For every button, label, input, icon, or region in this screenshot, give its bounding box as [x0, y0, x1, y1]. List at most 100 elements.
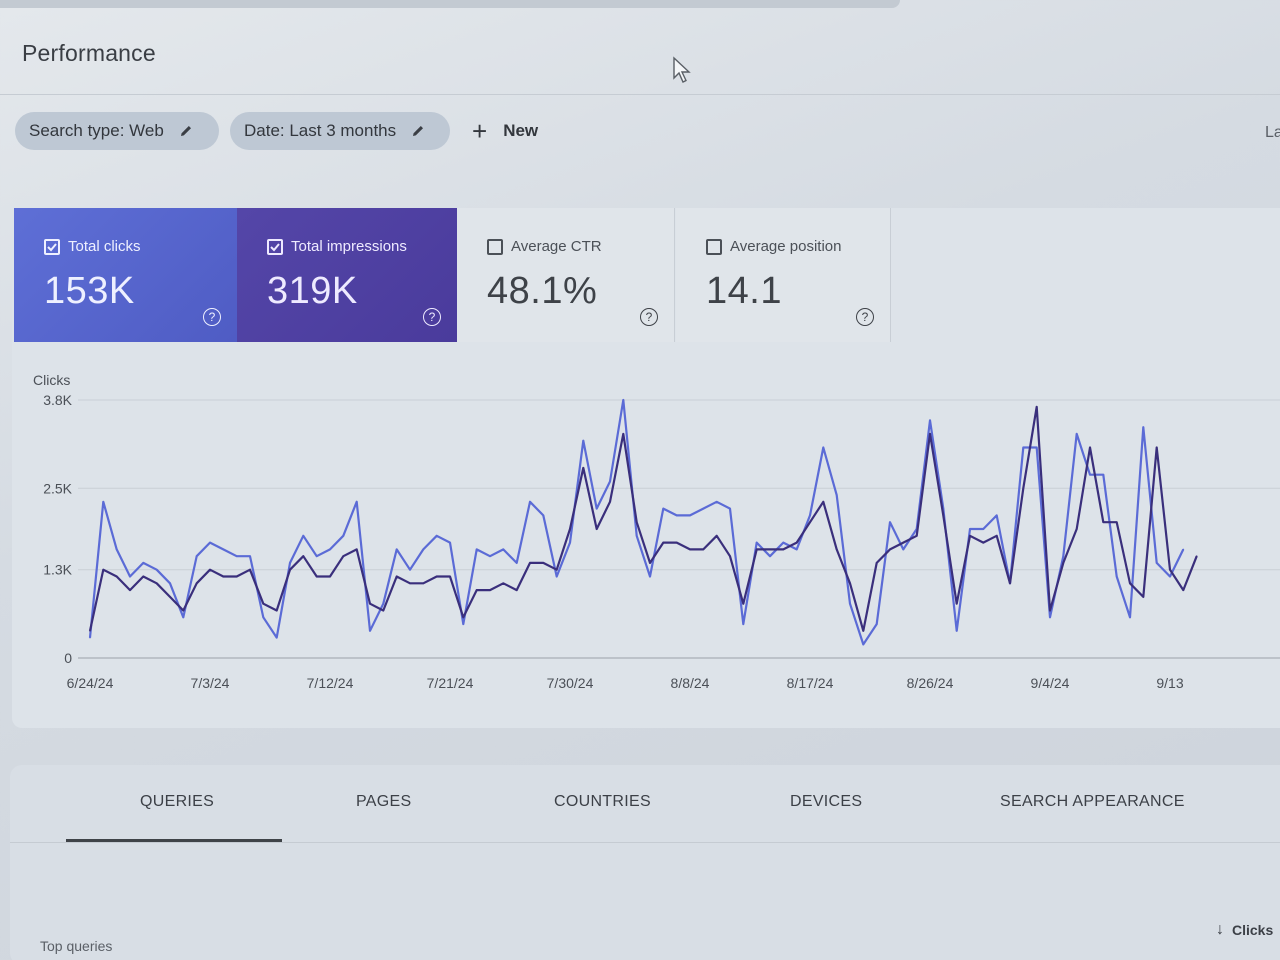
chart-data-point [969, 534, 971, 537]
chart-data-point [275, 609, 278, 612]
chart-data-point [462, 616, 465, 619]
chart-data-point [929, 433, 931, 435]
chart-data-point [689, 514, 691, 517]
chart-data-point [995, 514, 998, 517]
chart-data-point [942, 514, 945, 517]
total-impressions-card[interactable]: Total impressions 319K ? [237, 208, 457, 342]
chart-data-point [569, 528, 571, 530]
chart-data-point [195, 582, 198, 585]
performance-chart: Clicks 0 1.3K 2.5K 3.8K 6/24/24 7/3/24 7/12/24 7… [0, 360, 1280, 710]
chart-x-tick-label: 8/8/24 [671, 675, 710, 691]
checkbox-unchecked-icon[interactable] [487, 238, 503, 255]
help-icon[interactable]: ? [640, 308, 658, 326]
chart-data-point [782, 541, 785, 544]
chart-data-point [475, 589, 478, 591]
chart-data-point [622, 399, 625, 401]
chart-data-point [262, 616, 265, 619]
chart-data-point [475, 548, 478, 551]
tab-devices[interactable]: DEVICES [790, 793, 863, 810]
average-position-label: Average position [730, 238, 842, 255]
chart-data-point [1089, 446, 1091, 449]
date-filter-label: Date: Last 3 months [244, 121, 397, 140]
chart-data-point [742, 623, 745, 625]
chart-data-point [355, 548, 358, 551]
page-title: Performance [22, 40, 156, 66]
new-filter-label: New [503, 121, 539, 140]
chart-data-point [169, 582, 171, 585]
chart-x-tick-label: 9/4/24 [1031, 675, 1070, 691]
checkbox-checked-icon[interactable] [267, 238, 283, 255]
edit-pencil-icon [178, 123, 194, 139]
chart-data-point [209, 568, 211, 571]
search-type-filter-chip[interactable]: Search type: Web [15, 112, 219, 150]
chart-data-point [1035, 446, 1038, 449]
date-filter-chip[interactable]: Date: Last 3 months [230, 112, 450, 150]
chart-y-tick-label: 0 [64, 650, 72, 666]
chart-data-point [822, 446, 825, 449]
chart-data-point [809, 521, 811, 524]
mouse-cursor-icon [673, 56, 691, 83]
average-position-card[interactable]: Average position 14.1 ? [676, 208, 891, 342]
chart-data-point [1089, 473, 1091, 476]
chart-data-point [862, 630, 865, 632]
help-icon[interactable]: ? [423, 308, 441, 326]
chart-data-point [329, 548, 331, 551]
total-impressions-value: 319K [267, 270, 358, 312]
new-filter-button[interactable]: + New [472, 116, 538, 146]
chart-data-point [182, 609, 185, 612]
header-divider [0, 94, 1280, 95]
chart-data-point [115, 575, 118, 578]
chart-y-tick-label: 2.5K [43, 480, 72, 496]
chart-y-axis-title: Clicks [33, 372, 70, 388]
table-title: Top queries [40, 938, 113, 954]
chart-data-point [822, 501, 825, 503]
chart-x-tick-label: 7/12/24 [307, 675, 354, 691]
chart-data-point [755, 541, 758, 544]
tab-countries[interactable]: COUNTRIES [554, 793, 651, 810]
chart-data-point [595, 528, 598, 530]
total-clicks-label-row: Total clicks [44, 238, 141, 255]
tab-pages[interactable]: PAGES [356, 793, 412, 810]
chart-data-point [422, 548, 425, 551]
help-icon[interactable]: ? [203, 308, 221, 326]
chart-data-point [582, 439, 585, 442]
tab-search-appearance[interactable]: SEARCH APPEARANCE [1000, 793, 1185, 810]
chart-data-point [1035, 405, 1038, 408]
sort-clicks-header[interactable]: ↓ Clicks [1216, 921, 1273, 939]
chart-data-point [369, 602, 371, 605]
chart-data-point [355, 501, 358, 503]
chart-data-point [542, 514, 545, 517]
chart-data-point [129, 575, 131, 578]
total-clicks-card[interactable]: Total clicks 153K ? [14, 208, 237, 342]
chart-data-point [129, 589, 131, 591]
chart-data-point [875, 562, 878, 564]
chart-data-point [235, 575, 238, 578]
tab-queries[interactable]: QUERIES [140, 793, 215, 810]
chart-data-point [595, 507, 598, 510]
total-impressions-label-row: Total impressions [267, 238, 407, 255]
chart-data-point [715, 534, 718, 537]
total-impressions-label: Total impressions [291, 238, 407, 255]
chart-data-point [702, 507, 705, 510]
chart-data-point [115, 548, 118, 551]
chart-data-point [302, 534, 305, 537]
chart-data-point [795, 541, 798, 544]
chart-data-point [142, 575, 145, 578]
chart-data-point [89, 636, 91, 639]
average-ctr-card[interactable]: Average CTR 48.1% ? [457, 208, 675, 342]
chart-data-point [235, 555, 238, 557]
chart-x-tick-label: 7/30/24 [547, 675, 594, 691]
chart-data-point [395, 548, 398, 551]
checkbox-checked-icon[interactable] [44, 238, 60, 255]
chart-data-point [1102, 473, 1105, 476]
help-icon[interactable]: ? [856, 308, 874, 326]
chart-data-point [1075, 433, 1078, 435]
chart-data-point [209, 541, 211, 544]
chart-data-point [902, 548, 905, 551]
chart-data-point [342, 555, 345, 557]
active-tab-indicator [66, 839, 282, 842]
chart-data-point [915, 534, 918, 537]
chart-data-point [782, 548, 785, 551]
checkbox-unchecked-icon[interactable] [706, 238, 722, 255]
chart-data-point [902, 541, 905, 544]
